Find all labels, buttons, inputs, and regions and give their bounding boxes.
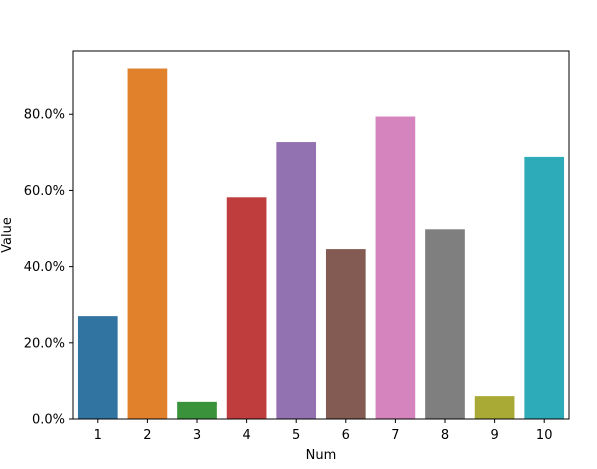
bar-6 [325, 249, 366, 419]
bar-5 [276, 142, 317, 420]
bar-7 [375, 116, 416, 420]
x-ticks-group: 1 2 3 4 5 6 7 8 9 10 [94, 419, 553, 443]
x-tick-label: 4 [242, 428, 250, 443]
bars-group [77, 68, 565, 420]
bar-3 [177, 401, 217, 419]
y-tick-label: 60.0% [24, 184, 65, 199]
x-tick-label: 1 [94, 428, 102, 443]
x-tick-label: 10 [536, 428, 553, 443]
x-tick-label: 7 [391, 428, 399, 443]
x-axis-label: Num [306, 448, 337, 463]
y-tick-label: 0.0% [32, 413, 65, 428]
y-tick-label: 40.0% [24, 260, 65, 275]
bar-2 [127, 68, 168, 420]
x-tick-label: 9 [490, 428, 498, 443]
x-tick-label: 6 [342, 428, 350, 443]
bar-9 [474, 396, 515, 419]
x-tick-label: 2 [143, 428, 151, 443]
y-ticks-group: 0.0% 20.0% 40.0% 60.0% 80.0% [24, 108, 73, 428]
bar-1 [77, 316, 118, 419]
x-tick-label: 5 [292, 428, 300, 443]
y-axis-label: Value [0, 217, 15, 253]
bar-8 [425, 229, 465, 419]
bar-10 [524, 156, 565, 419]
plot-frame [72, 50, 570, 420]
x-tick-label: 3 [193, 428, 201, 443]
bar-4 [226, 197, 267, 419]
y-tick-label: 20.0% [24, 336, 65, 351]
x-tick-label: 8 [441, 428, 449, 443]
y-tick-label: 80.0% [24, 108, 65, 123]
